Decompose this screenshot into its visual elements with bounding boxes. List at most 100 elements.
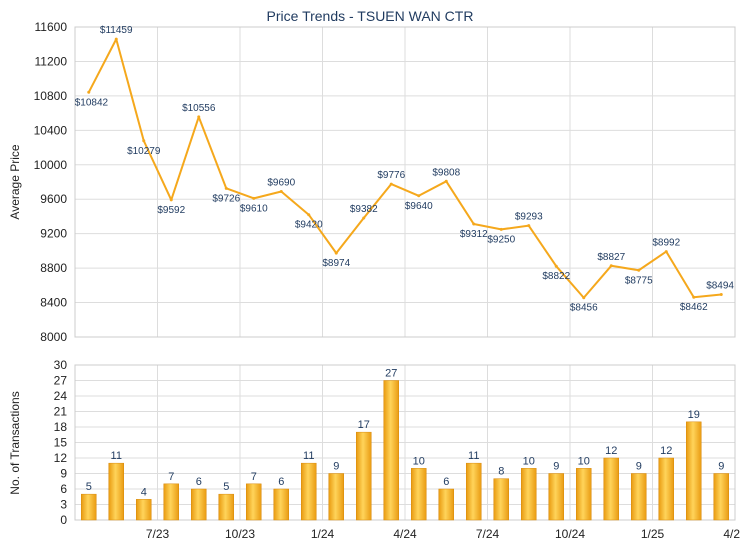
price-data-label: $9726 <box>212 193 240 204</box>
line-ytick-label: 10000 <box>34 158 68 172</box>
transaction-count-label: 9 <box>553 461 559 473</box>
price-point <box>307 213 311 217</box>
transaction-count-label: 27 <box>385 368 397 380</box>
price-point <box>142 139 146 143</box>
transaction-count-label: 11 <box>468 450 479 462</box>
transaction-count-label: 7 <box>251 471 257 483</box>
price-line-segment <box>280 190 310 216</box>
price-point <box>279 189 283 193</box>
transaction-count-label: 9 <box>636 461 642 473</box>
price-line-segment <box>445 180 475 225</box>
transaction-bar <box>713 473 729 521</box>
line-ytick-label: 8400 <box>40 296 67 310</box>
transaction-bar <box>603 457 619 521</box>
price-line-segment <box>501 224 529 231</box>
price-data-label: $9610 <box>240 203 268 214</box>
bar-ytick-label: 30 <box>54 358 68 372</box>
transaction-count-label: 10 <box>523 455 535 467</box>
price-line-segment <box>555 265 585 299</box>
bar-ytick-label: 6 <box>60 482 67 496</box>
price-data-label: $9250 <box>487 234 515 245</box>
transaction-count-label: 8 <box>498 466 504 478</box>
price-line-segment <box>473 223 502 231</box>
transaction-bar <box>356 431 372 521</box>
transaction-bar <box>136 499 152 521</box>
price-data-label: $8822 <box>542 271 570 282</box>
transaction-bar <box>328 473 344 521</box>
price-point <box>692 295 696 299</box>
price-data-label: $9640 <box>405 201 433 212</box>
x-tick-label: 4/24 <box>393 527 417 541</box>
chart-title: Price Trends - TSUEN WAN CTR <box>267 8 474 24</box>
bar-ytick-label: 24 <box>54 389 68 403</box>
price-point <box>637 268 641 272</box>
transaction-bar <box>631 473 647 521</box>
transaction-bar <box>686 421 702 521</box>
bar-ytick-label: 3 <box>60 498 67 512</box>
price-data-label: $9420 <box>295 220 323 231</box>
transaction-count-label: 10 <box>413 455 425 467</box>
bar-ytick-label: 0 <box>60 513 67 527</box>
x-tick-label: 1/24 <box>311 527 335 541</box>
price-point <box>87 90 91 94</box>
transaction-bar <box>383 380 399 521</box>
x-tick-label: 1/25 <box>641 527 665 541</box>
price-data-label: $9776 <box>377 170 405 181</box>
price-data-label: $10842 <box>75 97 109 108</box>
price-line-segment <box>335 217 365 254</box>
price-data-label: $8494 <box>706 280 734 291</box>
price-line-segment <box>418 180 447 197</box>
line-plot-frame <box>74 26 736 338</box>
price-data-label: $9592 <box>157 205 185 216</box>
transaction-bar <box>218 493 234 521</box>
transaction-count-label: 19 <box>688 409 700 421</box>
transaction-bar <box>246 483 262 521</box>
bar-ytick-label: 27 <box>54 374 68 388</box>
transaction-count-label: 9 <box>333 461 339 473</box>
price-line-segment <box>665 251 695 298</box>
bar-ytick-label: 12 <box>54 451 68 465</box>
x-tick-label: 10/24 <box>555 527 585 541</box>
price-point <box>197 115 201 119</box>
bar-ytick-label: 9 <box>60 467 67 481</box>
price-data-label: $8974 <box>322 258 350 269</box>
transaction-count-label: 6 <box>278 476 284 488</box>
line-ytick-label: 10800 <box>34 89 68 103</box>
transaction-bar <box>81 493 97 521</box>
price-line-segment <box>693 293 722 299</box>
bar-ylabel: No. of Transactions <box>8 391 22 494</box>
transaction-count-label: 17 <box>358 419 370 431</box>
bar-ytick-label: 18 <box>54 420 68 434</box>
price-data-label: $9293 <box>515 212 543 223</box>
transaction-bar <box>521 468 537 521</box>
price-line-segment <box>170 116 200 201</box>
price-point <box>444 179 448 183</box>
price-data-label: $8827 <box>597 252 625 263</box>
transaction-bar <box>466 462 482 521</box>
price-line-panel: 8000 8400 8800 9200 9600 10000 10400 10800 11200… <box>34 20 736 344</box>
price-point <box>499 227 503 231</box>
transaction-bar <box>493 478 509 521</box>
x-tick-label: 7/24 <box>476 527 500 541</box>
price-point <box>169 198 173 202</box>
bar-ytick-label: 15 <box>54 436 68 450</box>
transaction-count-label: 6 <box>443 476 449 488</box>
transaction-count-label: 9 <box>718 461 724 473</box>
price-data-label: $9312 <box>460 229 488 240</box>
price-point <box>609 264 613 268</box>
price-data-label: $8775 <box>625 275 653 286</box>
price-data-label: $8992 <box>652 238 680 249</box>
price-line-segment <box>253 190 282 200</box>
price-point <box>224 186 228 190</box>
transaction-count-label: 12 <box>660 445 672 457</box>
price-line-segment <box>390 183 420 197</box>
price-data-label: $9808 <box>432 167 460 178</box>
price-line-segment <box>307 214 338 254</box>
price-point <box>582 296 586 300</box>
price-line-segment <box>142 140 173 201</box>
line-ytick-label: 11600 <box>35 20 68 34</box>
line-ytick-label: 10400 <box>34 123 68 137</box>
price-point <box>252 196 256 200</box>
